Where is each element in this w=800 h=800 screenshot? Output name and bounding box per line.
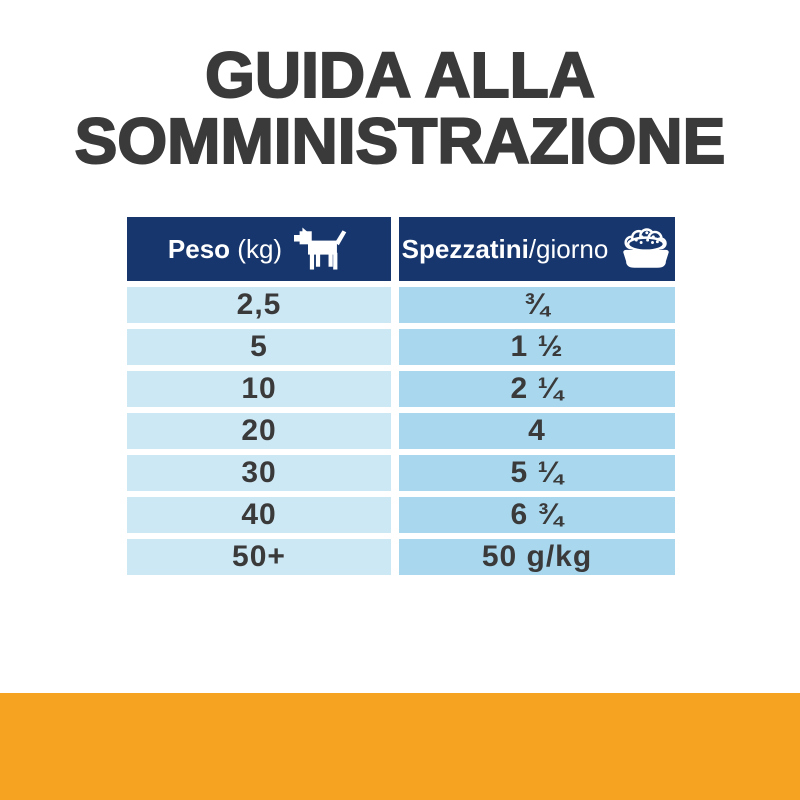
amount-header-unit: /giorno — [528, 233, 609, 264]
page-title-line1: GUIDA ALLA — [204, 39, 596, 111]
amount-cell: 50 g/kg — [399, 539, 675, 575]
weight-column-header: Peso (kg) — [127, 217, 391, 281]
weight-header-label: Peso — [167, 233, 231, 264]
amount-cell: 4 — [399, 413, 675, 449]
table-row: 30 5 ¼ — [127, 455, 675, 491]
food-bowl-icon — [623, 228, 670, 268]
amount-cell: ¾ — [399, 287, 675, 323]
weight-header-unit: (kg) — [230, 233, 283, 264]
table-row: 5 1 ½ — [127, 329, 675, 365]
table-row: 10 2 ¼ — [127, 371, 675, 407]
table-row: 50+ 50 g/kg — [127, 539, 675, 575]
amount-cell: 6 ¾ — [399, 497, 675, 533]
amount-cell: 2 ¼ — [399, 371, 675, 407]
amount-cell: 5 ¼ — [399, 455, 675, 491]
weight-cell: 30 — [127, 455, 391, 491]
amount-cell: 1 ½ — [399, 329, 675, 365]
weight-cell: 10 — [127, 371, 391, 407]
table-row: 40 6 ¾ — [127, 497, 675, 533]
weight-cell: 5 — [127, 329, 391, 365]
weight-cell: 2,5 — [127, 287, 391, 323]
weight-cell: 20 — [127, 413, 391, 449]
brand-accent-bar — [0, 693, 800, 800]
weight-cell: 50+ — [127, 539, 391, 575]
weight-cell: 40 — [127, 497, 391, 533]
dog-icon — [294, 227, 347, 270]
page-title-line2: SOMMINISTRAZIONE — [74, 105, 727, 177]
amount-column-header: Spezzatini/giorno — [399, 217, 675, 281]
table-row: 20 4 — [127, 413, 675, 449]
table-row: 2,5 ¾ — [127, 287, 675, 323]
page-title: GUIDA ALLA SOMMINISTRAZIONE — [0, 39, 800, 177]
amount-header-label: Spezzatini — [401, 233, 529, 264]
feeding-guide-table: Peso (kg) Spezzatini/giorno — [127, 217, 675, 581]
table-header: Peso (kg) Spezzatini/giorno — [127, 217, 675, 281]
